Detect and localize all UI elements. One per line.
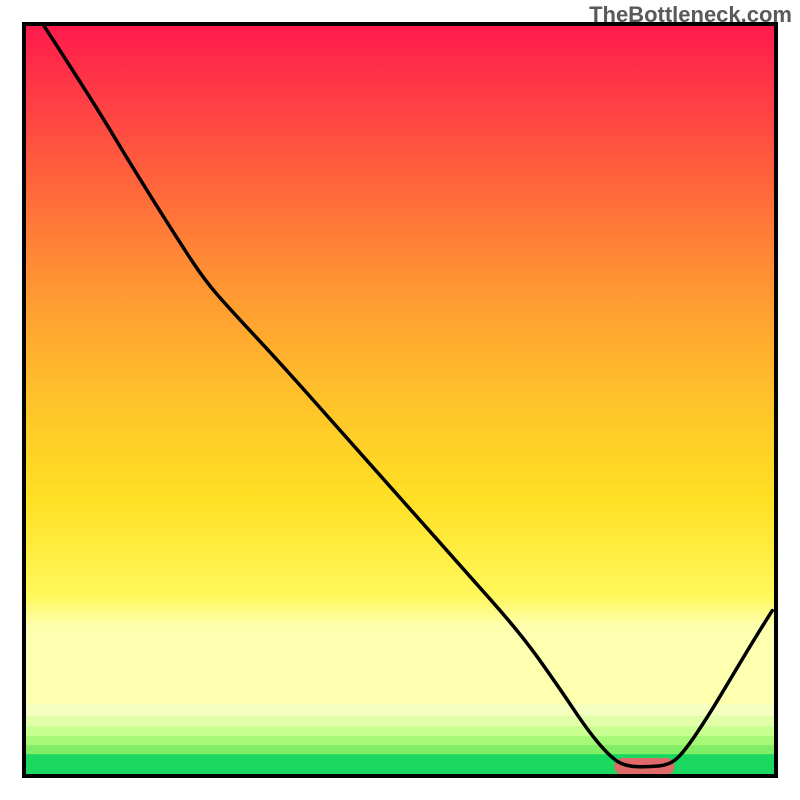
chart-background-stripe — [24, 726, 776, 736]
chart-background-gradient — [24, 24, 776, 705]
watermark-text: TheBottleneck.com — [589, 2, 792, 28]
chart-background-stripe — [24, 705, 776, 717]
bottleneck-chart — [0, 0, 800, 800]
chart-background-stripe — [24, 716, 776, 727]
chart-container: TheBottleneck.com — [0, 0, 800, 800]
chart-background-stripe — [24, 745, 776, 755]
chart-background-stripe — [24, 736, 776, 746]
